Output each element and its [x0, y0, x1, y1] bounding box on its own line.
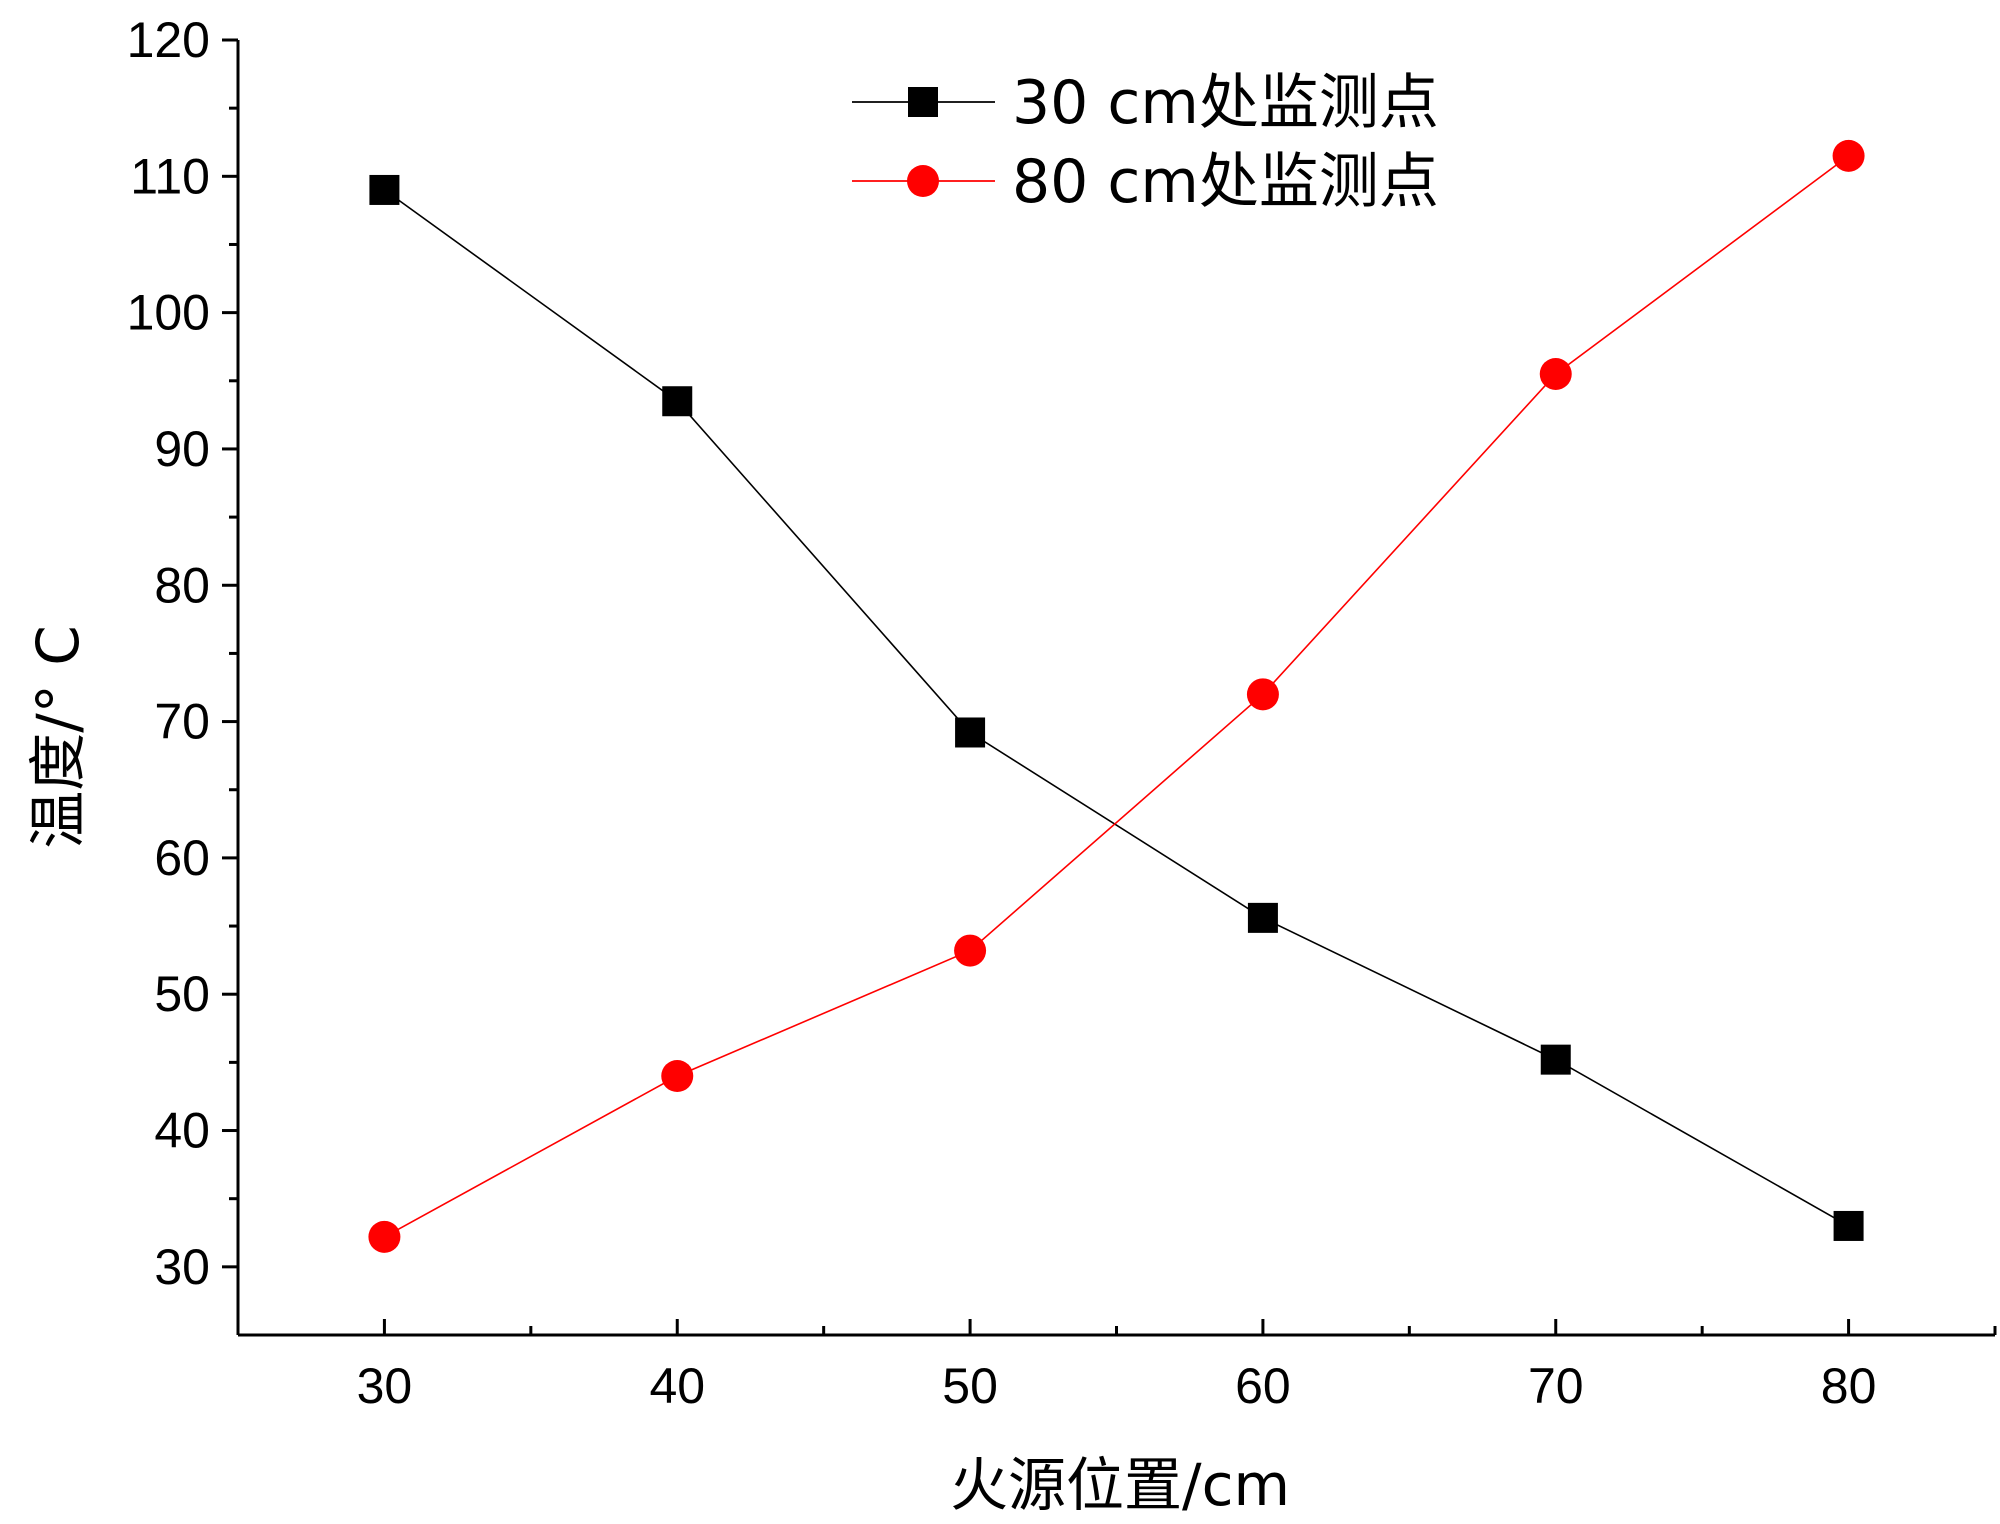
- data-point-square: [1833, 1210, 1864, 1241]
- y-tick-label: 110: [130, 148, 210, 204]
- y-tick-label: 100: [127, 285, 210, 341]
- data-point-circle: [1246, 678, 1279, 711]
- x-axis-title: 火源位置/cm: [950, 1451, 1290, 1519]
- legend-marker-square: [908, 87, 938, 117]
- y-axis-title: 温度/° C: [24, 625, 92, 848]
- series-2: [368, 139, 1865, 1253]
- series-line: [383, 189, 1849, 1227]
- data-point-circle: [661, 1060, 694, 1092]
- data-point-circle: [1832, 139, 1865, 172]
- data-point-circle: [954, 934, 987, 967]
- series-layer: [368, 139, 1865, 1253]
- axes: 30 40 50 60 70 80 90 100 110 120 30 40 50 60 70 80: [127, 12, 1997, 1414]
- data-point-circle: [1539, 357, 1572, 390]
- y-tick-label: 70: [154, 694, 210, 750]
- legend: 30 cm处监测点 80 cm处监测点: [852, 68, 1439, 217]
- y-tick-label: 30: [154, 1239, 210, 1295]
- legend-item-2: 80 cm处监测点: [852, 147, 1439, 217]
- x-tick-label: 60: [1235, 1358, 1291, 1414]
- legend-item-1: 30 cm处监测点: [852, 68, 1439, 138]
- x-tick-label: 80: [1821, 1358, 1877, 1414]
- y-tick-label: 90: [154, 421, 210, 477]
- x-tick-label: 50: [942, 1358, 998, 1414]
- legend-label: 30 cm处监测点: [1012, 68, 1439, 138]
- data-point-square: [369, 174, 400, 205]
- series-line: [384, 155, 1850, 1238]
- y-tick-label: 60: [154, 830, 210, 886]
- legend-label: 80 cm处监测点: [1012, 147, 1439, 217]
- data-point-square: [1247, 902, 1278, 933]
- x-tick-label: 40: [649, 1358, 705, 1414]
- data-point-square: [662, 386, 693, 417]
- data-point-square: [1540, 1044, 1571, 1075]
- x-tick-label: 70: [1528, 1358, 1584, 1414]
- y-tick-label: 80: [154, 557, 210, 613]
- y-tick-label: 40: [154, 1103, 210, 1159]
- data-point-square: [955, 717, 986, 748]
- data-point-circle: [368, 1220, 401, 1253]
- x-tick-label: 30: [357, 1358, 413, 1414]
- y-tick-label: 50: [154, 966, 210, 1022]
- y-tick-label: 120: [127, 12, 210, 68]
- series-1: [369, 174, 1864, 1241]
- legend-marker-circle: [907, 165, 939, 197]
